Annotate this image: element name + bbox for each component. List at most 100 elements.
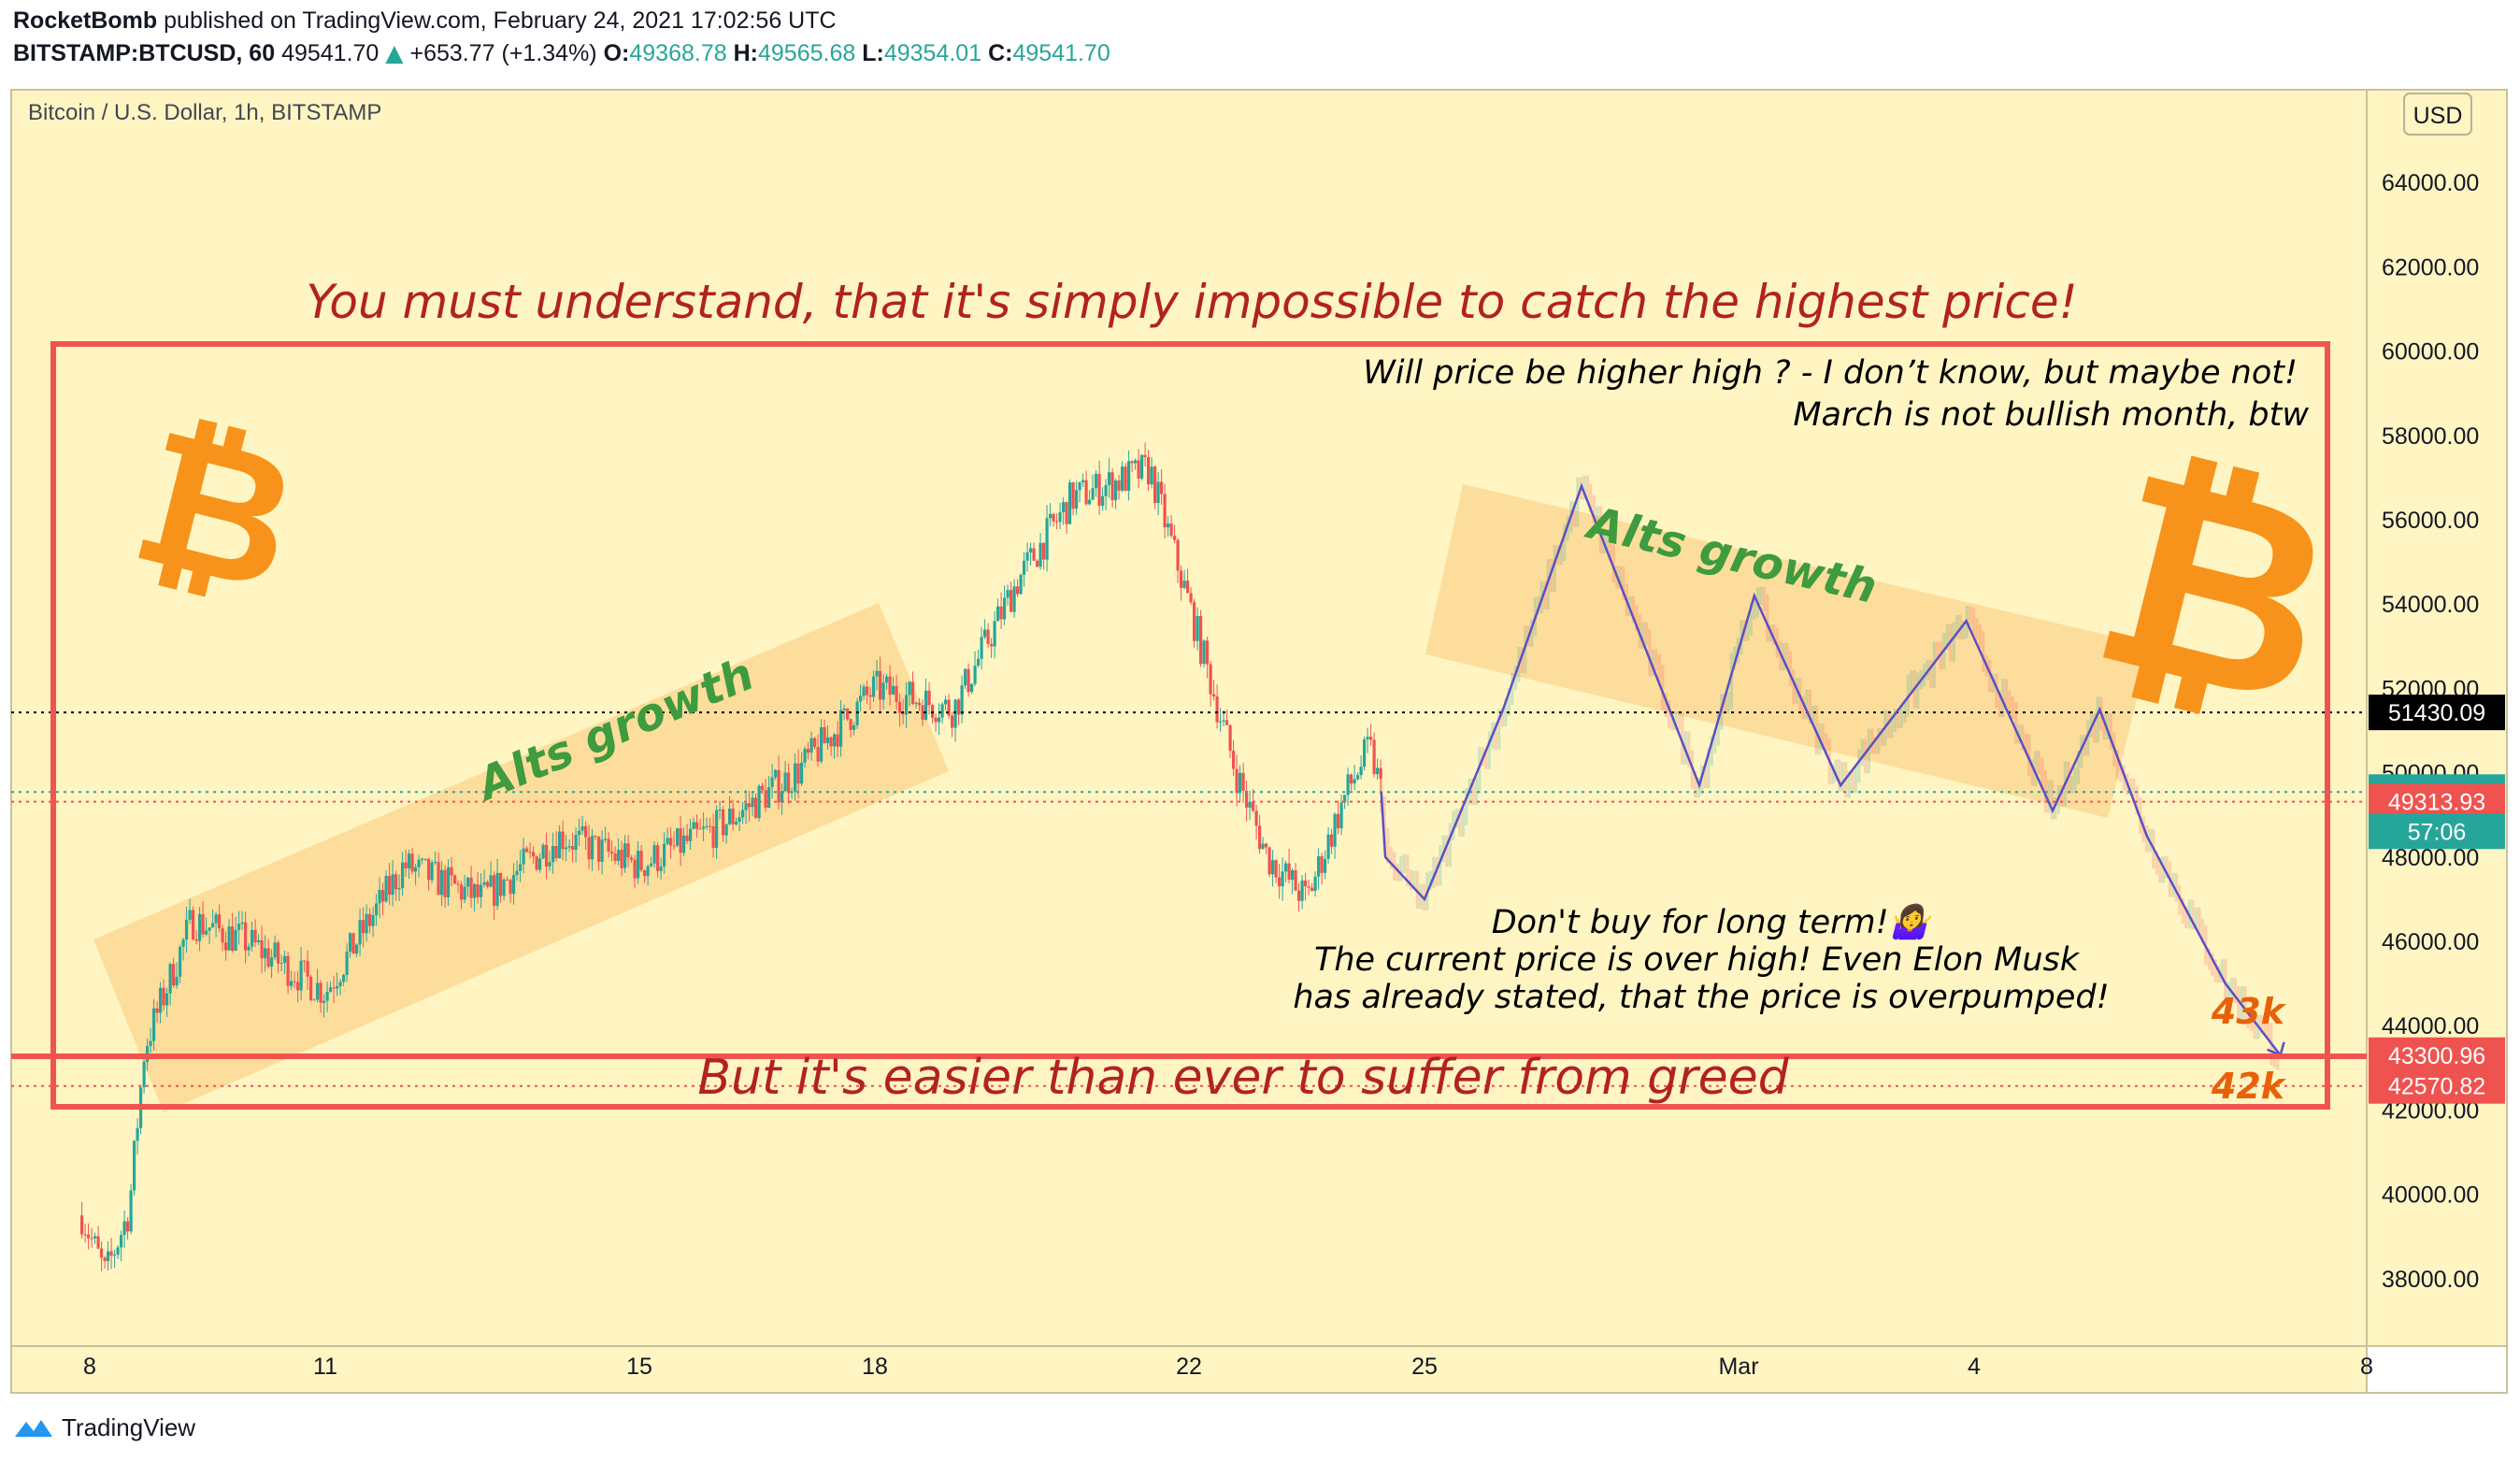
- projected-candle: [1929, 659, 1933, 688]
- candle-body: [924, 690, 928, 720]
- candle-body: [1003, 597, 1007, 620]
- candle-body: [519, 864, 523, 871]
- projected-candle: [1428, 870, 1432, 890]
- candle-body: [881, 682, 885, 700]
- projected-candle: [2027, 734, 2031, 777]
- projected-candle: [1589, 483, 1593, 512]
- candle-body: [1326, 834, 1330, 859]
- candle-body: [787, 772, 791, 794]
- candle-body: [1199, 616, 1203, 665]
- projected-candle: [2191, 899, 2195, 930]
- candle-body: [826, 737, 830, 744]
- candle-body: [122, 1221, 126, 1236]
- time-axis-background: [11, 1346, 2367, 1393]
- projected-candle: [1382, 796, 1386, 845]
- projected-candle: [1851, 770, 1854, 793]
- y-tick-label: 64000.00: [2382, 170, 2479, 196]
- candle-body: [767, 787, 771, 809]
- candle-body: [329, 987, 333, 992]
- tradingview-logo-icon[interactable]: [13, 1416, 54, 1440]
- footer-brand[interactable]: TradingView: [62, 1413, 196, 1441]
- candle-body: [1078, 481, 1081, 491]
- candle-body: [453, 875, 457, 884]
- currency-label: USD: [2413, 103, 2463, 129]
- projected-candle: [2060, 785, 2064, 807]
- candle-body: [695, 822, 699, 829]
- footer: TradingView: [13, 1413, 195, 1442]
- projected-candle: [1932, 641, 1936, 688]
- projected-candle: [1651, 649, 1654, 677]
- candle-body: [823, 726, 826, 744]
- candle-body: [1278, 877, 1281, 887]
- projected-candle: [1657, 653, 1661, 682]
- y-tick-label: 58000.00: [2382, 423, 2479, 450]
- candle-body: [709, 825, 712, 827]
- projected-candle: [2155, 852, 2158, 875]
- y-tick-label: 38000.00: [2382, 1267, 2479, 1293]
- candle-body: [1045, 518, 1049, 560]
- candle-body: [931, 705, 935, 718]
- candle-body: [290, 981, 294, 986]
- candle-body: [1300, 880, 1304, 901]
- projected-candle: [1677, 711, 1681, 730]
- candle-body: [1042, 542, 1046, 560]
- candle-body: [244, 922, 248, 951]
- candle-body: [273, 942, 277, 958]
- candle-body: [1206, 640, 1210, 665]
- projected-candle: [1609, 532, 1612, 562]
- candle-body: [495, 872, 499, 906]
- candle-body: [286, 955, 290, 986]
- price-label: 42570.82: [2388, 1074, 2485, 1100]
- projected-candle: [1971, 608, 1975, 636]
- projected-candle: [1598, 506, 1602, 553]
- candle-body: [1016, 586, 1020, 595]
- price-label: 49313.93: [2388, 790, 2485, 816]
- price-label-box: [2369, 695, 2505, 731]
- projected-candle: [1458, 808, 1462, 837]
- currency-button[interactable]: USD: [2403, 93, 2472, 136]
- candle-body: [908, 681, 911, 695]
- projected-candle: [2109, 712, 2112, 750]
- candle-body: [1012, 586, 1016, 612]
- projected-candle: [2034, 751, 2038, 786]
- candle-body: [659, 866, 663, 871]
- candle-body: [626, 843, 630, 858]
- projected-candle: [1478, 747, 1482, 794]
- candle-body: [1313, 876, 1317, 892]
- candle-body: [970, 683, 974, 693]
- candle-body: [469, 877, 473, 898]
- candle-body: [260, 940, 264, 959]
- note-top-line2: March is not bullish month, btw: [1793, 396, 2309, 434]
- projected-candle: [1487, 731, 1491, 769]
- projected-candle: [2237, 986, 2241, 1022]
- candle-body: [499, 872, 503, 896]
- candle-body: [646, 866, 650, 877]
- projected-candle: [1461, 808, 1465, 837]
- note-mid-line3: has already stated, that the price is ov…: [1293, 979, 2109, 1016]
- candle-body: [1356, 775, 1360, 780]
- candle-body: [999, 606, 1003, 620]
- headline-top: You must understand, that it's simply im…: [306, 275, 2077, 329]
- close-label: C:: [988, 40, 1013, 66]
- projected-candle: [2259, 1014, 2263, 1035]
- time-axis[interactable]: 8 11 15 18 22 25 Mar 4 8: [83, 1354, 2373, 1380]
- candle-body: [938, 717, 941, 723]
- candle-body: [240, 922, 244, 924]
- projected-candle: [1808, 689, 1811, 724]
- candle-body: [502, 879, 506, 896]
- author-name[interactable]: RocketBomb: [13, 7, 158, 34]
- candle-body: [580, 825, 584, 831]
- candle-body: [279, 963, 283, 965]
- candle-body: [172, 964, 176, 986]
- candle-body: [1075, 490, 1079, 509]
- candle-body: [1167, 523, 1170, 528]
- candle-body: [574, 835, 578, 851]
- projected-candle: [2004, 679, 2008, 708]
- projected-candle: [2024, 733, 2027, 752]
- projected-candle: [1710, 736, 1713, 766]
- candle-body: [774, 769, 778, 778]
- x-tick-label: 18: [862, 1354, 888, 1380]
- candle-body: [551, 846, 555, 863]
- candle-body: [476, 883, 480, 897]
